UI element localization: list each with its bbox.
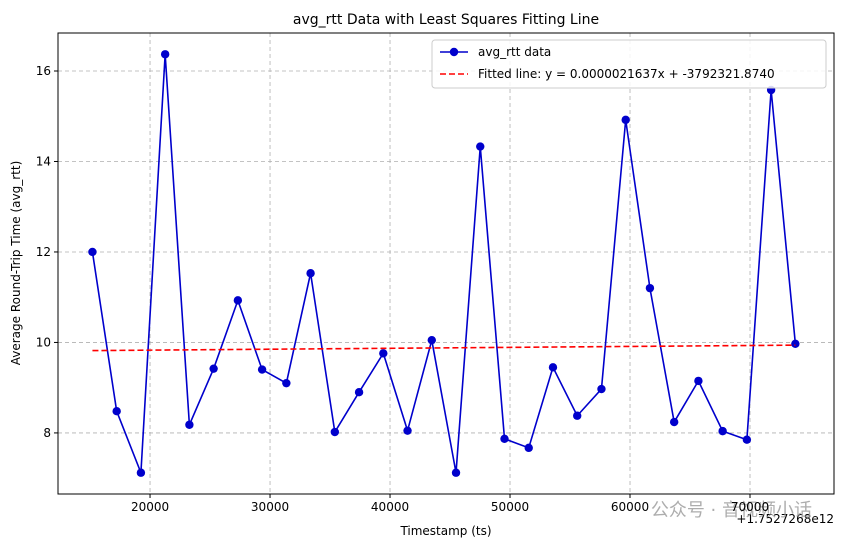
x-tick-label: 60000 bbox=[611, 500, 649, 514]
x-offset-label: +1.7527268e12 bbox=[736, 512, 834, 526]
data-point bbox=[379, 349, 388, 358]
data-point bbox=[791, 339, 800, 349]
series-line bbox=[91, 54, 797, 474]
data-point bbox=[500, 434, 509, 444]
data-point bbox=[669, 417, 679, 427]
y-axis-label: Average Round-Trip Time (avg_rtt) bbox=[9, 161, 23, 366]
legend-box bbox=[431, 39, 827, 89]
data-point bbox=[257, 365, 267, 374]
data-point bbox=[573, 411, 582, 420]
data-point bbox=[621, 115, 630, 125]
data-point bbox=[597, 384, 606, 394]
data-point bbox=[524, 443, 533, 453]
data-point bbox=[185, 420, 194, 429]
data-point bbox=[476, 142, 485, 151]
plot-frame bbox=[57, 32, 835, 495]
data-point bbox=[718, 426, 727, 436]
data-point bbox=[209, 364, 218, 373]
data-point bbox=[330, 427, 340, 437]
x-axis-label: Timestamp (ts) bbox=[399, 524, 491, 538]
y-tick-label: 14 bbox=[36, 154, 51, 168]
x-tick-label: 40000 bbox=[371, 500, 409, 514]
legend-label: avg_rtt data bbox=[478, 45, 551, 59]
data-point bbox=[645, 283, 655, 293]
data-point bbox=[306, 269, 315, 278]
data-point bbox=[354, 388, 364, 397]
y-tick-label: 10 bbox=[36, 335, 51, 349]
data-point bbox=[88, 247, 97, 257]
data-point bbox=[548, 363, 558, 372]
x-tick-label: 50000 bbox=[491, 500, 529, 514]
x-tick-label: 20000 bbox=[131, 500, 169, 514]
data-point bbox=[282, 378, 291, 388]
data-point bbox=[403, 426, 412, 435]
data-point bbox=[233, 296, 243, 305]
data-point bbox=[742, 435, 752, 444]
legend-marker bbox=[449, 47, 459, 57]
y-tick-label: 12 bbox=[36, 245, 51, 259]
series-line bbox=[92, 344, 796, 352]
data-point bbox=[451, 468, 461, 477]
x-tick-label: 30000 bbox=[251, 500, 289, 514]
y-tick-label: 16 bbox=[36, 64, 51, 78]
y-tick-label: 8 bbox=[43, 426, 51, 440]
data-point bbox=[694, 376, 703, 386]
data-point bbox=[112, 407, 121, 416]
legend-label: Fitted line: y = 0.0000021637x + -379232… bbox=[478, 67, 775, 81]
data-point bbox=[136, 468, 146, 477]
data-point bbox=[427, 335, 436, 345]
x-tick-label: 70000 bbox=[731, 500, 769, 514]
data-point bbox=[160, 50, 170, 59]
chart-title: avg_rtt Data with Least Squares Fitting … bbox=[293, 12, 599, 28]
watermark: 公众号 · 音视频小话 bbox=[651, 500, 812, 521]
